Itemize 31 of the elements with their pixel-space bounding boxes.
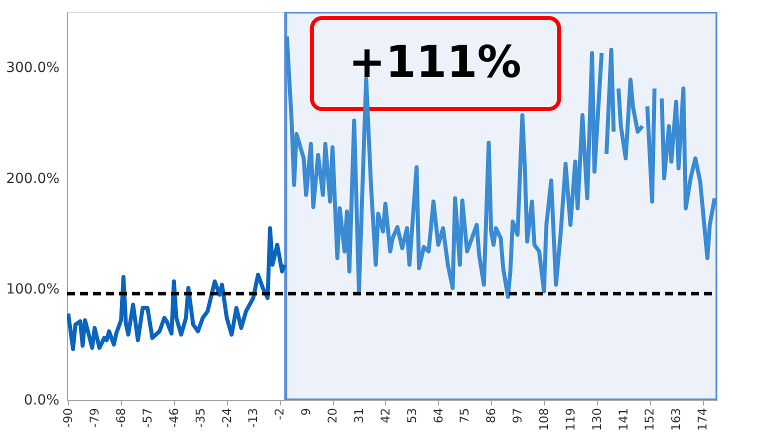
x-tick-label: 141	[616, 408, 630, 431]
x-tick-label: -24	[220, 408, 234, 428]
x-tick-label: -13	[246, 408, 260, 428]
x-tick-label: 97	[510, 408, 525, 424]
x-tick-label: 152	[642, 408, 657, 431]
x-tick-label: 75	[458, 408, 472, 424]
x-tick-label: -57	[140, 408, 154, 428]
annotation: +111%	[348, 37, 522, 88]
x-tick-label: 163	[669, 408, 684, 431]
y-tick-label: 300.0%	[6, 60, 60, 76]
x-tick-label: 108	[536, 408, 551, 431]
x-tick-label: 53	[404, 408, 419, 424]
x-tick-label: 42	[378, 408, 392, 424]
line-series	[67, 226, 286, 352]
y-tick-label: 200.0%	[6, 170, 60, 187]
x-tick-label: 64	[431, 408, 446, 424]
x-tick-label: 20	[326, 408, 340, 424]
y-tick-label: 100.0%	[6, 282, 60, 298]
x-tick-label: -68	[114, 408, 128, 428]
x-tick-label: 86	[484, 408, 498, 424]
x-tick-label: 130	[590, 408, 604, 431]
x-tick-label: 9	[299, 408, 314, 416]
x-tick-label: -90	[61, 408, 76, 428]
y-tick-label: 0.0%	[24, 392, 60, 408]
x-tick-label: -46	[166, 408, 181, 428]
x-tick-label: -35	[193, 408, 208, 428]
x-tick-label: -2	[272, 408, 287, 420]
x-tick-label: 174	[696, 408, 710, 431]
x-tick-label: 31	[352, 408, 366, 424]
x-tick-label: -79	[88, 408, 102, 428]
x-tick-label: 119	[563, 408, 578, 431]
